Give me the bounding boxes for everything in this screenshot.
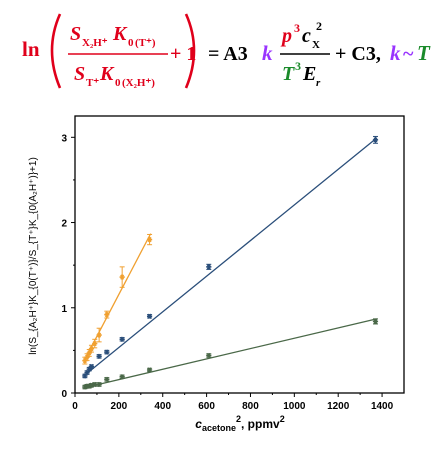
data-point <box>146 313 153 319</box>
formula-num-K-sub0: 0 <box>128 37 134 49</box>
data-point <box>119 274 125 280</box>
formula-ln: ln <box>22 37 40 61</box>
formula-rhs-p: p <box>280 25 292 47</box>
formula-rhs-T: T <box>282 63 295 85</box>
x-axis-label: cacetone2, ppmv2 <box>195 414 284 433</box>
formula-k2: k <box>390 41 401 65</box>
marker-stroke <box>206 264 211 270</box>
formula-rhs-E-sub: r <box>316 77 321 89</box>
marker-stroke <box>120 274 125 280</box>
formula-den-K-sub-paren: (X₂H⁺) <box>122 77 155 89</box>
formula-plus-one: + 1 <box>170 43 196 65</box>
fit-line-3 <box>83 318 377 389</box>
marker-stroke <box>147 367 152 373</box>
formula-rhs-c-exp: 2 <box>316 19 322 33</box>
formula-num-K-sub-paren: (T⁺) <box>135 37 156 49</box>
marker-stroke <box>373 318 378 325</box>
formula: ln S X₂H⁺ K 0 (T⁺) S T⁺ K 0 (X₂H⁺) + 1 =… <box>22 13 431 89</box>
x-tick-label: 1200 <box>327 401 350 412</box>
formula-rhs-c-sub: X <box>312 39 320 51</box>
data-point <box>96 353 102 360</box>
formula-T: T <box>417 41 431 65</box>
formula-right-paren <box>184 13 196 89</box>
marker-stroke <box>104 376 109 383</box>
formula-num-S-sub: X₂H⁺ <box>82 37 108 49</box>
data-point <box>88 346 95 352</box>
data-point <box>104 349 110 355</box>
formula-den-S-sub: T⁺ <box>86 77 99 89</box>
y-tick-label: 0 <box>61 389 67 400</box>
formula-den-K-sub0: 0 <box>115 77 121 89</box>
data-point <box>96 332 102 338</box>
marker-stroke <box>147 313 152 319</box>
y-tick-label: 1 <box>61 304 67 315</box>
marker-stroke <box>120 374 125 380</box>
formula-tilde: ~ <box>403 43 414 65</box>
x-tick-label: 1000 <box>283 401 306 412</box>
marker-stroke <box>85 354 90 360</box>
marker-stroke <box>92 381 97 388</box>
data-point <box>92 381 98 388</box>
x-tick-label: 1400 <box>371 401 394 412</box>
data-point <box>372 137 379 143</box>
data-point <box>146 367 153 373</box>
marker-stroke <box>104 349 109 355</box>
x-tick-label: 800 <box>242 401 259 412</box>
marker-stroke <box>97 332 102 338</box>
data-point <box>104 376 110 383</box>
formula-rhs-E: E <box>302 63 316 85</box>
data-point <box>88 363 95 370</box>
marker-stroke <box>89 363 94 370</box>
marker-stroke <box>89 346 94 352</box>
marker-stroke <box>206 352 211 359</box>
data-point <box>146 236 153 243</box>
data-point <box>104 311 110 318</box>
marker-stroke <box>104 311 109 318</box>
data-point <box>119 374 125 380</box>
marker-stroke <box>373 137 378 143</box>
marker-stroke <box>120 336 125 342</box>
formula-rhs-c: c <box>302 25 311 47</box>
marker-stroke <box>87 350 92 356</box>
data-point <box>372 318 379 325</box>
y-tick-label: 3 <box>61 133 67 144</box>
marker-stroke <box>147 236 152 243</box>
formula-k: k <box>262 41 273 65</box>
formula-plus-C3: + C3, <box>335 43 381 65</box>
data-point <box>92 340 98 347</box>
formula-left-paren <box>50 13 62 89</box>
marker-stroke <box>97 381 102 388</box>
x-tick-label: 600 <box>198 401 215 412</box>
formula-rhs-p-exp: 3 <box>294 21 300 35</box>
formula-den-K: K <box>99 63 115 85</box>
formula-equals-A3: = A3 <box>208 43 248 65</box>
formula-num-K: K <box>112 23 128 45</box>
x-tick-label: 0 <box>72 401 78 412</box>
data-point <box>84 354 90 360</box>
data-point <box>96 381 102 388</box>
marker-stroke <box>92 340 97 347</box>
data-point <box>206 352 212 359</box>
fit-line-2 <box>83 137 377 377</box>
data-point <box>119 336 125 342</box>
plot-frame <box>74 115 405 394</box>
marker-stroke <box>97 353 102 360</box>
x-tick-label: 400 <box>154 401 171 412</box>
formula-den-S: S <box>74 63 85 85</box>
x-tick-label: 200 <box>111 401 128 412</box>
chart: 0 200 400 600 800 1000 1200 1400 0 1 2 3 cacetone2… <box>28 115 405 433</box>
y-axis-label: ln(S_{A₂H⁺}K_{0(T⁺)}/S_{T⁺}K_{0(A₂H⁺)}+1… <box>28 157 39 355</box>
data-point <box>206 264 212 270</box>
y-tick-label: 2 <box>61 219 67 230</box>
formula-rhs-T-exp: 3 <box>295 59 301 73</box>
formula-num-S: S <box>70 23 81 45</box>
data-point <box>86 350 92 356</box>
